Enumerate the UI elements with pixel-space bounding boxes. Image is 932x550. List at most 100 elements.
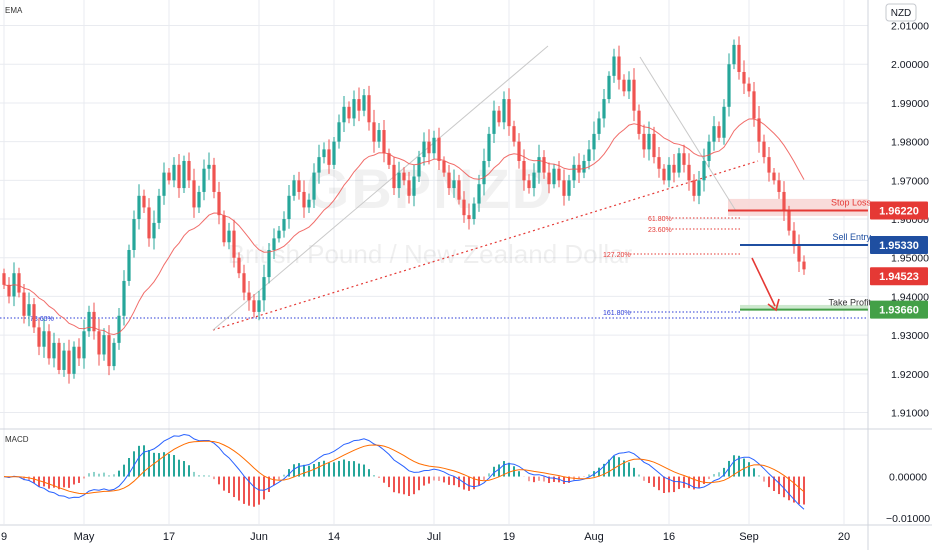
candle-body (717, 126, 721, 138)
candle-body (267, 249, 271, 278)
candle-body (107, 335, 111, 367)
candle-body (367, 95, 371, 123)
macd-pane: 0.00000 −0.01000 (3, 433, 930, 525)
candle-body (92, 311, 96, 332)
candle-body (772, 172, 776, 181)
candle-body (722, 106, 726, 138)
watermark: GBPNZD British Pound / New Zealand Dollar (228, 157, 633, 269)
candle-body (732, 44, 736, 65)
candle-body (442, 160, 446, 173)
candle-body (507, 99, 511, 127)
candle-body (417, 157, 421, 177)
candle-body (102, 335, 106, 355)
candle-body (592, 133, 596, 150)
stop-loss-badge (870, 201, 928, 220)
candle-body (802, 261, 806, 270)
candle-body (97, 331, 101, 355)
candle-body (477, 184, 481, 204)
candle-body (662, 168, 666, 181)
candle-body (432, 137, 436, 154)
candle-body (752, 91, 756, 119)
candle-body (487, 133, 491, 161)
candle-body (77, 346, 81, 359)
candle-body (427, 141, 431, 154)
candle-body (497, 110, 501, 123)
candle-body (162, 172, 166, 196)
candle-body (742, 71, 746, 84)
candle-body (577, 164, 581, 173)
candle-body (587, 149, 591, 161)
time-tick-label: Aug (584, 531, 604, 543)
candle-body (777, 180, 781, 192)
price-tick-label: 2.01000 (891, 21, 929, 33)
candle-body (332, 141, 336, 165)
candle-body (407, 180, 411, 196)
candle-body (712, 126, 716, 142)
candle-body (342, 106, 346, 123)
candle-body (322, 149, 326, 158)
candle-body (737, 44, 741, 72)
candle-body (552, 168, 556, 185)
candle-body (682, 153, 686, 165)
fib-161-8-label: 161.80% (603, 310, 631, 317)
stop-loss-zone (728, 198, 868, 216)
candle-body (687, 164, 691, 181)
current-price-badge (870, 267, 928, 286)
candle-body (222, 215, 226, 243)
candle-body (237, 257, 241, 274)
candle-body (702, 160, 706, 181)
time-tick-label: 14 (328, 531, 340, 543)
candle-body (387, 153, 391, 165)
fibonacci-levels: 61.80% 23.60% 127.20% 161.80% 78.60% (0, 216, 868, 323)
background-layer (728, 198, 868, 310)
candle-body (197, 191, 201, 208)
candle-body (192, 180, 196, 208)
macd-tick-label: 0.00000 (889, 472, 927, 484)
ema-path (3, 118, 805, 336)
candle-body (707, 141, 711, 161)
time-tick-label: Jul (427, 531, 441, 543)
candle-body (2, 273, 6, 285)
candle-body (347, 106, 351, 119)
candle-body (492, 110, 496, 134)
candle-body (547, 172, 551, 185)
candle-body (292, 180, 296, 196)
price-tick-label: 1.97000 (891, 175, 929, 187)
macd-tick-label: −0.01000 (886, 513, 930, 525)
candle-body (602, 99, 606, 119)
candle-body (787, 211, 791, 231)
time-tick-label: 16 (663, 531, 675, 543)
candle-body (482, 160, 486, 185)
candle-body (797, 246, 801, 262)
candle-body (122, 280, 126, 316)
watermark-symbol: GBPNZD (306, 157, 554, 220)
candle-body (152, 222, 156, 239)
take-profit-zone (740, 304, 868, 310)
candle-body (527, 180, 531, 189)
stop-loss-text: Stop Loss (831, 198, 872, 208)
candle-body (562, 180, 566, 196)
candle-body (652, 133, 656, 158)
candle-body (362, 95, 366, 111)
fib-127-2-label: 127.20% (603, 252, 631, 259)
price-tick-label: 2.00000 (891, 59, 929, 71)
take-profit-text: Take Profit (828, 298, 871, 308)
candle-body (437, 137, 441, 161)
candle-body (667, 164, 671, 181)
candle-body (117, 315, 121, 343)
fib-78-6-label: 78.60% (30, 316, 54, 323)
candle-body (447, 172, 451, 189)
candle-body (212, 164, 216, 192)
candle-body (132, 219, 136, 250)
candle-body (767, 157, 771, 173)
candle-body (262, 277, 266, 301)
candle-body (272, 238, 276, 250)
candle-body (327, 149, 331, 165)
candle-body (352, 99, 356, 119)
macd-line (3, 433, 805, 510)
candle-body (572, 164, 576, 181)
candle-body (337, 122, 341, 142)
candle-body (202, 168, 206, 192)
